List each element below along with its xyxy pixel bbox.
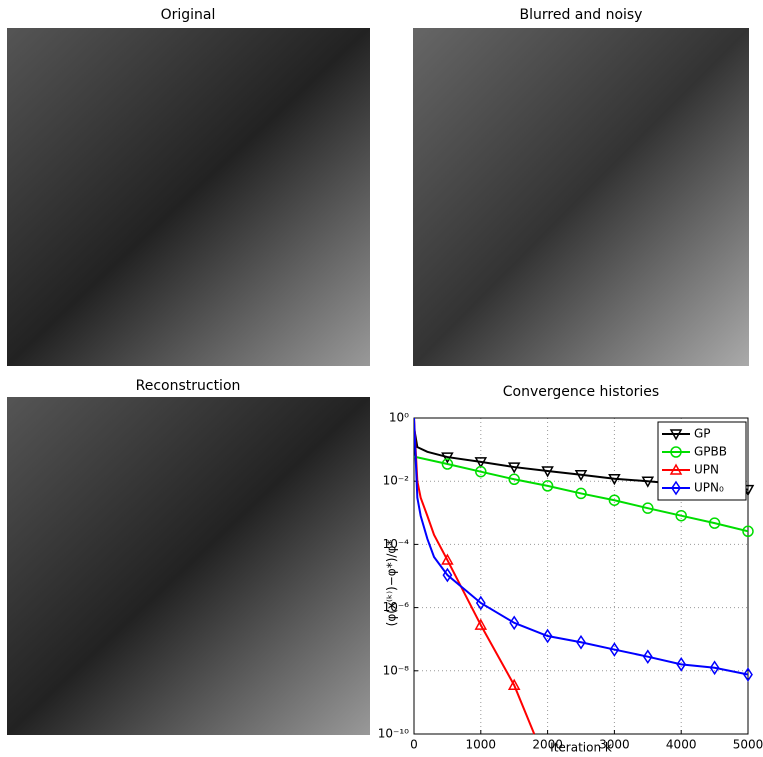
marker bbox=[542, 628, 553, 644]
marker bbox=[507, 462, 521, 474]
marker bbox=[574, 469, 588, 482]
x-tick-label: 1000 bbox=[466, 738, 497, 752]
legend-label: GP bbox=[694, 427, 711, 441]
marker bbox=[675, 509, 687, 522]
image-reconstruction bbox=[7, 397, 370, 735]
marker bbox=[641, 476, 655, 488]
marker bbox=[441, 553, 454, 565]
marker bbox=[642, 502, 654, 514]
legend-label: UPN₀ bbox=[694, 481, 724, 495]
y-tick-label: 10⁻⁸ bbox=[383, 663, 410, 677]
marker bbox=[508, 473, 520, 486]
marker bbox=[576, 634, 586, 650]
marker bbox=[509, 615, 520, 631]
marker bbox=[541, 466, 554, 478]
series-line bbox=[414, 418, 536, 735]
x-tick-label: 4000 bbox=[666, 738, 697, 752]
x-tick-label: 5000 bbox=[733, 738, 763, 752]
marker bbox=[742, 525, 754, 538]
legend-label: GPBB bbox=[694, 445, 727, 459]
marker bbox=[474, 457, 488, 469]
marker bbox=[670, 446, 682, 458]
y-tick-label: 10⁻⁴ bbox=[383, 537, 410, 551]
marker bbox=[441, 458, 454, 470]
series-line bbox=[414, 418, 748, 676]
marker bbox=[708, 517, 721, 529]
marker bbox=[669, 429, 683, 441]
image-title: Blurred and noisy bbox=[520, 7, 643, 23]
image-title: Original bbox=[161, 7, 216, 23]
x-tick-label: 0 bbox=[410, 738, 418, 752]
marker bbox=[609, 642, 620, 657]
marker bbox=[743, 667, 753, 682]
y-axis-label: (φ(x⁽ᵏ⁾)−φ*)/φ* bbox=[385, 540, 399, 627]
marker bbox=[541, 480, 554, 492]
marker bbox=[575, 487, 587, 500]
marker bbox=[709, 660, 720, 676]
legend-label: UPN bbox=[694, 463, 719, 477]
image-title: Reconstruction bbox=[136, 378, 241, 394]
marker bbox=[669, 463, 683, 475]
marker bbox=[475, 595, 486, 611]
marker bbox=[442, 567, 453, 583]
marker bbox=[671, 480, 681, 496]
marker bbox=[608, 473, 621, 486]
marker bbox=[642, 649, 653, 665]
x-axis-label: Iteration k bbox=[550, 741, 612, 755]
marker bbox=[441, 452, 454, 464]
y-tick-label: 10⁰ bbox=[389, 411, 409, 425]
y-tick-label: 10⁻¹⁰ bbox=[378, 727, 409, 741]
marker bbox=[676, 656, 687, 672]
y-tick-label: 10⁻⁶ bbox=[383, 600, 410, 614]
axes-box bbox=[413, 417, 749, 735]
y-tick-label: 10⁻² bbox=[383, 474, 410, 488]
marker bbox=[475, 465, 487, 478]
marker bbox=[507, 678, 521, 690]
x-tick-label: 3000 bbox=[599, 738, 630, 752]
chart-title: Convergence histories bbox=[503, 384, 659, 400]
image-original bbox=[7, 28, 370, 366]
marker bbox=[608, 494, 621, 506]
image-blurred bbox=[413, 28, 749, 366]
marker bbox=[474, 618, 488, 630]
x-tick-label: 2000 bbox=[532, 738, 563, 752]
series-line bbox=[414, 455, 748, 533]
